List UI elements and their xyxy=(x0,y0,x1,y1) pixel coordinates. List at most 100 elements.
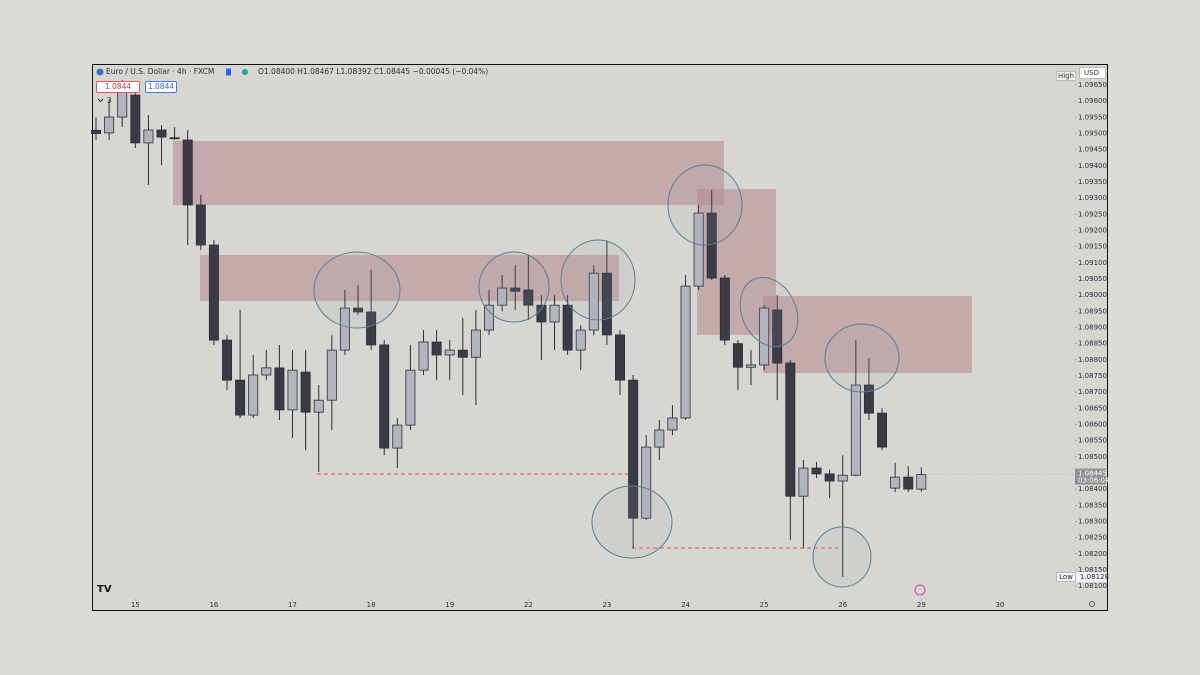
market-status xyxy=(242,69,248,75)
y-tick-label: 1.09350 xyxy=(1078,178,1107,186)
candle-body xyxy=(601,272,612,336)
candle-body xyxy=(182,139,193,206)
y-tick-label: 1.08200 xyxy=(1078,550,1107,558)
high-badge xyxy=(1056,71,1076,81)
candle-body xyxy=(313,399,324,413)
highlight-circle xyxy=(824,323,900,393)
x-tick-label: 25 xyxy=(760,601,769,609)
symbol-icon xyxy=(96,68,104,76)
candle-body xyxy=(143,129,154,144)
y-tick-label: 1.08750 xyxy=(1078,372,1107,380)
y-tick-label: 1.09600 xyxy=(1078,97,1107,105)
candle-body xyxy=(562,304,573,351)
candle-body xyxy=(497,287,508,306)
x-tick-label: 30 xyxy=(995,601,1004,609)
candle-body xyxy=(222,339,233,381)
candle-body xyxy=(588,272,599,331)
candle-body xyxy=(339,307,350,351)
last-price-badge xyxy=(1075,468,1106,485)
x-tick-label: 19 xyxy=(445,601,454,609)
y-tick-label: 1.08150 xyxy=(1078,566,1107,574)
candle-body xyxy=(785,362,796,497)
x-tick-label: 24 xyxy=(681,601,690,609)
y-tick-label: 1.08900 xyxy=(1078,323,1107,331)
buy-button[interactable] xyxy=(145,81,177,93)
collapse-chevron[interactable] xyxy=(97,98,104,103)
candle-body xyxy=(654,429,665,448)
candle-body xyxy=(104,116,115,134)
candle-body xyxy=(824,473,835,482)
sell-button[interactable] xyxy=(96,81,140,93)
low-price-badge xyxy=(1076,572,1106,582)
high-label: High xyxy=(1058,72,1074,80)
y-tick-label: 1.09650 xyxy=(1078,81,1107,89)
y-tick-label: 1.09450 xyxy=(1078,146,1107,154)
candle-body xyxy=(510,287,521,292)
highlight-circle xyxy=(560,239,636,321)
candle-body xyxy=(746,364,757,368)
candle-body xyxy=(326,349,337,401)
candle-body xyxy=(863,384,874,414)
y-tick-label: 1.09550 xyxy=(1078,113,1107,121)
candle-body xyxy=(444,349,455,356)
supply-zone xyxy=(173,141,724,205)
candle-body xyxy=(916,474,927,490)
candle-body xyxy=(418,341,429,371)
y-tick-label: 1.09150 xyxy=(1078,243,1107,251)
y-tick-label: 1.09200 xyxy=(1078,227,1107,235)
alert-icon[interactable] xyxy=(914,584,926,596)
highlight-circle xyxy=(478,251,550,323)
buy-price: 1.0844 xyxy=(148,82,174,91)
candle-body xyxy=(575,329,586,351)
candle-body xyxy=(130,94,141,144)
x-tick-label: 17 xyxy=(288,601,297,609)
low-label: Low xyxy=(1059,573,1073,581)
candle-body xyxy=(392,424,403,449)
y-tick-label: 1.09050 xyxy=(1078,275,1107,283)
candle-body xyxy=(549,304,560,323)
y-tick-label: 1.09000 xyxy=(1078,291,1107,299)
flag-icon xyxy=(226,68,231,76)
x-tick-label: 15 xyxy=(131,601,140,609)
y-tick-label: 1.08850 xyxy=(1078,340,1107,348)
candle-body xyxy=(877,412,888,448)
y-tick-label: 1.09250 xyxy=(1078,210,1107,218)
candle-body xyxy=(274,367,285,411)
y-tick-label: 1.09300 xyxy=(1078,194,1107,202)
candle-body xyxy=(706,212,717,279)
highlight-circle xyxy=(667,164,743,246)
candle-body xyxy=(287,369,298,411)
symbol-title: Euro / U.S. Dollar · 4h · FXCM xyxy=(106,67,214,76)
candle-body xyxy=(379,344,390,449)
candle-body xyxy=(91,129,101,134)
candle-body xyxy=(431,341,442,356)
candle-body xyxy=(208,244,219,341)
candle-body xyxy=(850,384,861,476)
candle-body xyxy=(470,329,481,358)
price-axis-extras: High USD Low 1.08128 TV xyxy=(97,67,1109,607)
y-tick-label: 1.08650 xyxy=(1078,404,1107,412)
y-tick-label: 1.08350 xyxy=(1078,501,1107,509)
y-tick-label: 1.08700 xyxy=(1078,388,1107,396)
y-tick-label: 1.08250 xyxy=(1078,534,1107,542)
candle-body xyxy=(798,467,809,497)
last-price: 1.08445 xyxy=(1078,470,1107,478)
candle-body xyxy=(484,304,495,331)
currency-button[interactable] xyxy=(1079,67,1106,79)
candle-body xyxy=(156,129,167,138)
candle-body xyxy=(759,307,770,366)
candle-body xyxy=(903,476,914,490)
candle-body xyxy=(248,374,259,416)
low-badge xyxy=(1056,572,1076,582)
highlight-circle xyxy=(739,276,799,348)
circles xyxy=(313,164,900,588)
low-price: 1.08128 xyxy=(1080,573,1109,581)
candle-body xyxy=(523,289,534,306)
candle-body xyxy=(693,212,704,287)
x-tick-label: 23 xyxy=(602,601,611,609)
settings-icon[interactable] xyxy=(1089,601,1095,607)
candle-body xyxy=(732,343,743,368)
header: Euro / U.S. Dollar · 4h · FXCM O1.08400 … xyxy=(96,67,488,105)
sell-price: 1.0844 xyxy=(105,82,131,91)
